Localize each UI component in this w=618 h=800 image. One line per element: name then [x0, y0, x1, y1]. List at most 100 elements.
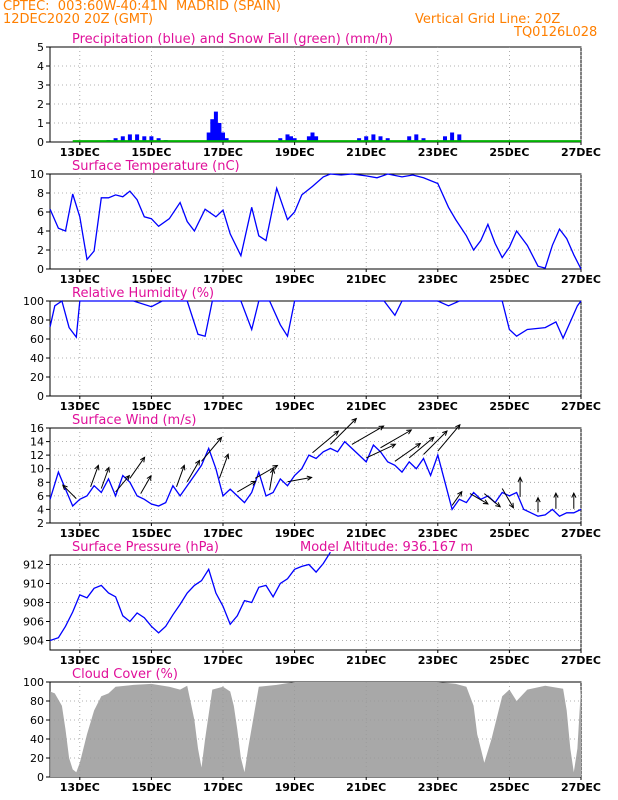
y-tick-label: 4 — [37, 503, 44, 516]
x-tick-label: 23DEC — [418, 273, 458, 286]
y-tick-label: 908 — [23, 597, 44, 610]
wind-arrow-shaft — [176, 465, 185, 487]
chart-panel-2 — [46, 173, 582, 272]
wind-arrow-shaft — [218, 454, 229, 479]
x-tick-label: 15DEC — [131, 273, 171, 286]
x-tick-label: 25DEC — [489, 781, 529, 794]
wind-arrow — [469, 493, 489, 505]
y-tick-label: 0 — [37, 263, 44, 276]
precip-bar — [314, 136, 319, 142]
wind-arrow — [365, 443, 397, 459]
y-tick-label: 3 — [37, 79, 44, 92]
x-tick-label: 13DEC — [60, 146, 100, 159]
wind-arrow-head — [535, 496, 541, 503]
x-tick-label: 17DEC — [203, 527, 243, 540]
y-tick-label: 80 — [30, 314, 44, 327]
precip-bar — [135, 134, 140, 142]
precip-bar — [289, 136, 293, 142]
y-tick-label: 80 — [30, 695, 44, 708]
x-tick-label: 21DEC — [346, 273, 386, 286]
wind-arrow-head — [333, 430, 340, 436]
panel-title: Surface Wind (m/s) — [72, 413, 196, 428]
wind-arrow — [237, 480, 257, 493]
x-tick-label: 27DEC — [561, 273, 601, 286]
x-tick-label: 21DEC — [346, 400, 386, 413]
y-tick-label: 912 — [23, 559, 44, 572]
y-tick-label: 6 — [37, 490, 44, 503]
x-tick-label: 17DEC — [203, 654, 243, 667]
wind-arrow — [408, 436, 435, 459]
x-tick-label: 27DEC — [561, 400, 601, 413]
x-tick-label: 15DEC — [131, 781, 171, 794]
wind-arrow — [553, 491, 559, 509]
x-tick-label: 19DEC — [275, 400, 315, 413]
wind-arrow-head — [428, 436, 435, 442]
wind-arrow — [312, 430, 340, 454]
wind-arrow-shaft — [140, 475, 152, 494]
x-tick-label: 19DEC — [275, 273, 315, 286]
x-tick-label: 21DEC — [346, 654, 386, 667]
wind-arrow — [254, 464, 279, 479]
wind-arrow — [61, 484, 77, 499]
plot-frame — [49, 300, 582, 397]
chart-panel-3 — [46, 299, 582, 399]
y-tick-label: 14 — [30, 436, 44, 449]
panel-title: Surface Pressure (hPa) — [72, 540, 219, 555]
wind-arrow-shaft — [287, 476, 312, 483]
wind-arrow-shaft — [365, 443, 396, 459]
wind-arrow-shaft — [437, 424, 461, 452]
wind-arrow — [176, 464, 186, 487]
wind-arrow-shaft — [201, 437, 222, 462]
series-line — [49, 551, 331, 642]
wind-arrow-shaft — [501, 488, 514, 509]
wind-arrow — [201, 436, 223, 462]
wind-arrow-head — [406, 429, 413, 435]
x-tick-label: 17DEC — [203, 781, 243, 794]
y-tick-label: 10 — [30, 463, 44, 476]
y-tick-label: 40 — [30, 733, 44, 746]
precip-bar — [371, 134, 376, 142]
wind-arrow-shaft — [312, 430, 339, 454]
wind-arrow — [140, 474, 152, 494]
x-tick-label: 23DEC — [418, 400, 458, 413]
x-tick-label: 15DEC — [131, 146, 171, 159]
x-tick-label: 17DEC — [203, 273, 243, 286]
precip-bar — [120, 136, 125, 142]
y-tick-label: 20 — [30, 752, 44, 765]
precip-bar — [414, 134, 419, 142]
panel-title: Cloud Cover (%) — [72, 667, 178, 682]
y-tick-label: 60 — [30, 333, 44, 346]
series-line — [49, 299, 582, 340]
header-location: CPTEC: 003:60W-40:41N MADRID (SPAIN) — [3, 0, 281, 14]
chart-panel-1 — [46, 46, 582, 145]
y-tick-label: 4 — [37, 225, 44, 238]
precip-bar — [457, 134, 462, 142]
wind-arrow — [437, 423, 461, 452]
x-tick-label: 25DEC — [489, 527, 529, 540]
chart-panel-6 — [46, 681, 582, 780]
wind-arrow-head — [124, 474, 131, 481]
wind-arrow-head — [272, 464, 279, 470]
x-tick-label: 25DEC — [489, 654, 529, 667]
cloud-cover-area — [50, 682, 582, 777]
series-line — [49, 173, 582, 270]
x-tick-label: 23DEC — [418, 654, 458, 667]
y-tick-label: 1 — [37, 117, 44, 130]
wind-arrow — [218, 453, 230, 479]
x-tick-label: 13DEC — [60, 781, 100, 794]
wind-arrow — [330, 417, 358, 445]
wind-arrow-shaft — [451, 491, 463, 506]
wind-arrow — [115, 474, 131, 493]
y-tick-label: 60 — [30, 714, 44, 727]
wind-arrow-shaft — [483, 493, 501, 508]
wind-arrow — [129, 456, 146, 479]
precip-bar — [285, 134, 290, 142]
precip-bar — [210, 119, 215, 142]
wind-arrow — [535, 496, 541, 513]
y-tick-label: 40 — [30, 352, 44, 365]
y-tick-label: 2 — [37, 244, 44, 257]
wind-arrow-shaft — [90, 465, 99, 487]
wind-arrow-head — [306, 475, 313, 481]
y-tick-label: 16 — [30, 422, 44, 435]
